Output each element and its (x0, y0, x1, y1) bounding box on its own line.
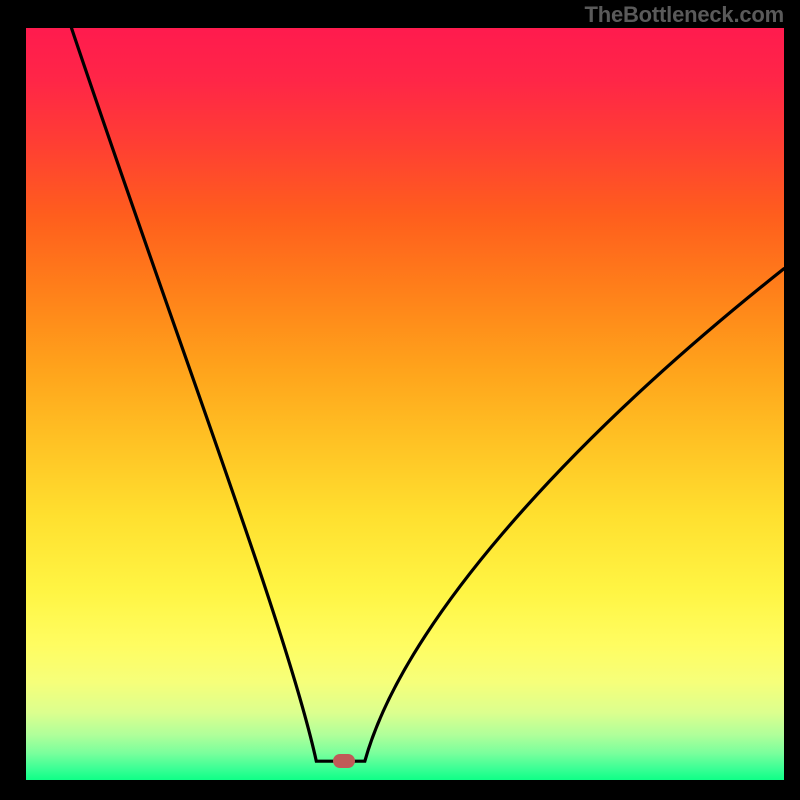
watermark-text: TheBottleneck.com (584, 2, 784, 28)
optimal-point-marker (333, 754, 355, 768)
bottleneck-curve (0, 0, 800, 800)
curve-path (71, 28, 784, 761)
